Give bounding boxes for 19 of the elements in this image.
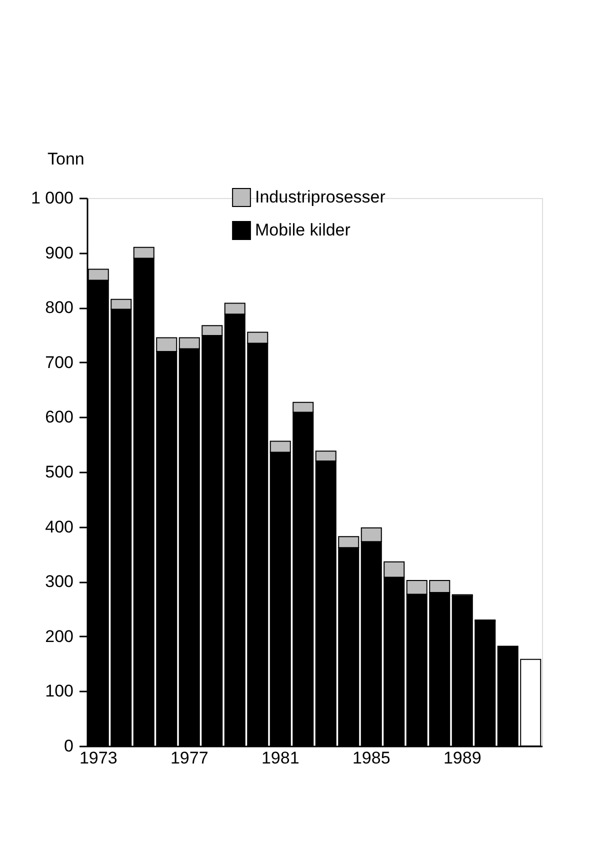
y-tick-label: 900 — [45, 243, 74, 262]
x-tick-label: 1985 — [352, 748, 390, 768]
x-tick-label: 1989 — [443, 748, 482, 768]
y-axis-title: Tonn — [48, 150, 84, 168]
y-tick-label: 0 — [64, 736, 74, 756]
y-tick-label: 600 — [45, 408, 74, 427]
y-tick-label: 100 — [45, 682, 74, 701]
y-tick-label: 1 000 — [30, 188, 74, 208]
x-tick-label: 1973 — [79, 748, 118, 768]
legend-label: Mobile kilder — [255, 220, 351, 240]
y-tick-label: 700 — [45, 352, 74, 372]
y-tick-label: 400 — [45, 517, 74, 536]
x-tick-label: 1977 — [170, 748, 208, 768]
x-tick-label: 1981 — [261, 748, 300, 768]
y-tick-label: 800 — [45, 298, 74, 318]
legend-label: Industriprosesser — [255, 188, 386, 206]
y-tick-label: 200 — [45, 626, 74, 646]
y-tick-label: 500 — [45, 462, 74, 482]
y-tick-label: 300 — [45, 572, 74, 592]
